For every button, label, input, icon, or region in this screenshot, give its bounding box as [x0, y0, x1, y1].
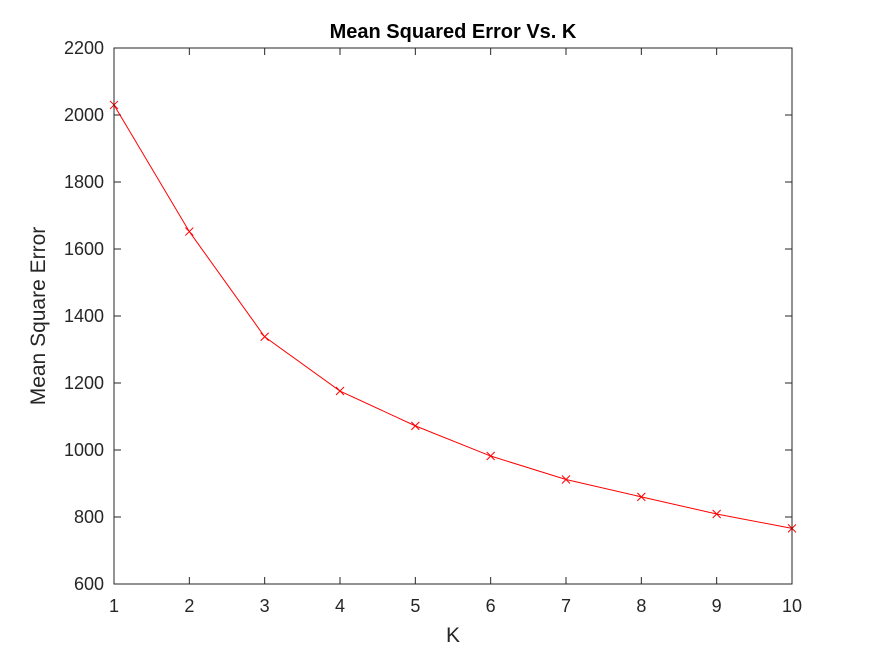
y-tick-label: 800	[74, 507, 104, 527]
data-point-marker	[486, 451, 496, 461]
x-tick-label: 4	[335, 596, 345, 616]
y-tick-label: 1800	[64, 172, 104, 192]
data-point-marker	[561, 475, 571, 484]
y-axis-label: Mean Square Error	[27, 227, 50, 406]
y-tick-label: 600	[74, 574, 104, 594]
data-point-marker	[335, 386, 345, 396]
x-tick-label: 1	[109, 596, 119, 616]
x-tick-label: 7	[561, 596, 571, 616]
chart-title: Mean Squared Error Vs. K	[330, 21, 577, 43]
y-tick-label: 1600	[64, 239, 104, 259]
axes-box	[113, 47, 793, 585]
x-tick-label: 8	[636, 596, 646, 616]
x-tick-label: 3	[260, 596, 270, 616]
x-tick-label: 9	[712, 596, 722, 616]
y-tick-label: 2000	[64, 105, 104, 125]
data-point-marker	[260, 332, 270, 342]
data-point-marker	[636, 492, 646, 502]
x-tick-label: 5	[410, 596, 420, 616]
data-point-marker	[184, 227, 194, 236]
y-tick-label: 1000	[64, 440, 104, 460]
y-tick-label: 2200	[64, 38, 104, 58]
x-tick-label: 10	[782, 596, 802, 616]
x-tick-label: 6	[486, 596, 496, 616]
plot-area	[114, 48, 792, 584]
y-tick-label: 1400	[64, 306, 104, 326]
x-tick-label: 2	[184, 596, 194, 616]
data-point-marker	[410, 421, 420, 431]
data-point-marker	[712, 509, 722, 519]
x-axis-label: K	[446, 624, 460, 647]
series-line	[113, 104, 793, 529]
y-tick-label: 1200	[64, 373, 104, 393]
